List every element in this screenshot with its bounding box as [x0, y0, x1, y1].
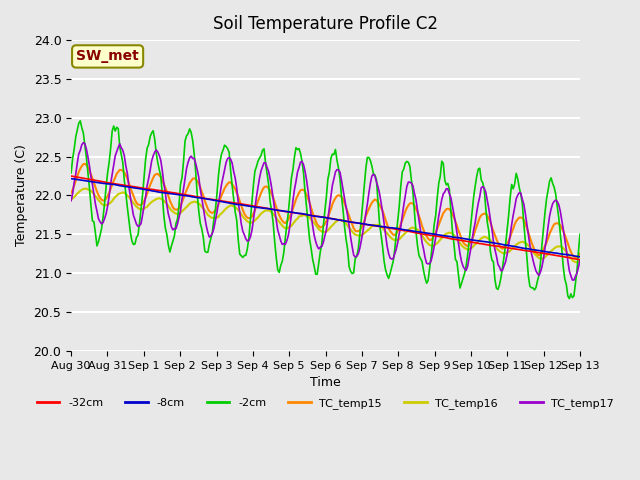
Legend: -32cm, -8cm, -2cm, TC_temp15, TC_temp16, TC_temp17: -32cm, -8cm, -2cm, TC_temp15, TC_temp16,…	[33, 394, 619, 414]
Title: Soil Temperature Profile C2: Soil Temperature Profile C2	[213, 15, 438, 33]
Y-axis label: Temperature (C): Temperature (C)	[15, 144, 28, 246]
Text: SW_met: SW_met	[76, 49, 139, 63]
X-axis label: Time: Time	[310, 376, 341, 389]
